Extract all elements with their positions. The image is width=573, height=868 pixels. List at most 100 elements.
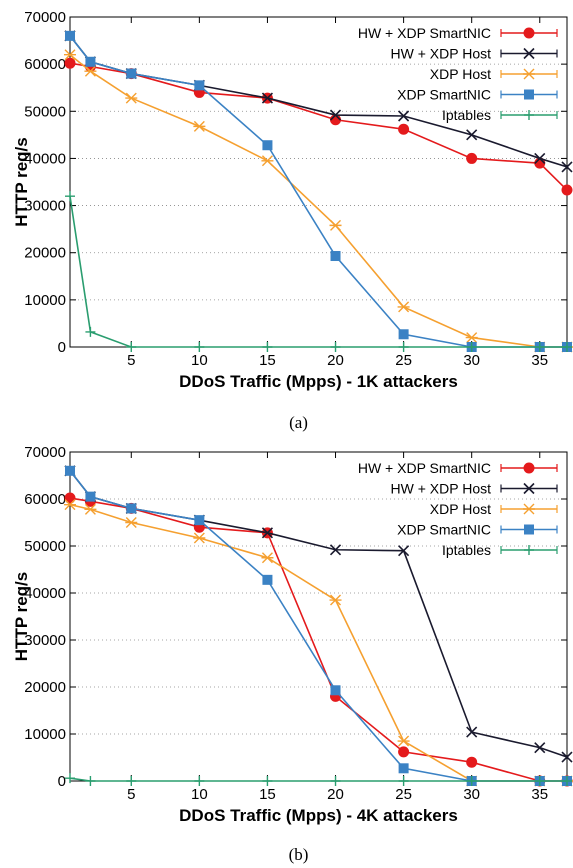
- data-point: [84, 65, 97, 77]
- data-point: [126, 776, 137, 786]
- y-tick-label: 0: [58, 339, 66, 356]
- x-tick-label: 30: [463, 786, 480, 803]
- series-hw-xdp-smartnic: [64, 57, 573, 196]
- series-xdp-host: [64, 49, 573, 353]
- data-point: [65, 191, 75, 202]
- series-line: [69, 470, 567, 782]
- data-point: [261, 527, 274, 539]
- legend-marker: [524, 545, 534, 555]
- x-tick-label: 30: [463, 352, 480, 369]
- x-tick-label: 35: [531, 352, 548, 369]
- data-point: [398, 746, 410, 758]
- data-point: [561, 161, 573, 173]
- data-point: [193, 120, 206, 132]
- data-point: [330, 342, 341, 352]
- data-point: [194, 776, 205, 786]
- series-line: [69, 35, 567, 348]
- data-point: [261, 155, 274, 167]
- legend-marker: [524, 89, 534, 100]
- y-tick-label: 30000: [24, 632, 66, 649]
- legend-marker: [523, 462, 535, 474]
- x-tick-label: 5: [127, 352, 135, 369]
- data-point: [64, 57, 76, 69]
- legend-label: HW + XDP SmartNIC: [358, 25, 491, 41]
- data-point: [262, 140, 273, 151]
- data-point: [398, 342, 409, 352]
- data-point: [65, 773, 75, 784]
- data-point: [64, 499, 76, 511]
- data-point: [194, 515, 205, 526]
- data-point: [397, 301, 410, 313]
- legend-marker: [523, 68, 535, 80]
- series-line: [69, 35, 568, 168]
- legend-label: HW + XDP Host: [391, 46, 492, 62]
- x-tick-label: 10: [191, 352, 208, 369]
- legend-marker: [523, 47, 535, 60]
- data-point: [329, 544, 342, 556]
- plot-frame: [69, 451, 568, 782]
- y-tick-label: 50000: [24, 538, 66, 555]
- data-point: [398, 329, 409, 340]
- data-point: [466, 152, 478, 164]
- data-point: [466, 726, 478, 738]
- data-point: [262, 574, 273, 585]
- data-point: [466, 776, 477, 786]
- y-tick-label: 70000: [24, 444, 66, 461]
- x-tick-label: 25: [395, 786, 412, 803]
- x-tick-label: 20: [327, 786, 344, 803]
- data-point: [561, 751, 573, 763]
- data-point: [562, 776, 572, 786]
- data-point: [126, 503, 137, 514]
- data-point: [85, 491, 96, 502]
- data-point: [193, 532, 206, 544]
- y-tick-label: 50000: [24, 103, 66, 120]
- legend-marker: [523, 503, 535, 515]
- legend-label: HW + XDP Host: [391, 481, 492, 497]
- data-point: [194, 342, 205, 352]
- data-point: [261, 92, 274, 104]
- x-axis-label: DDoS Traffic (Mpps) - 1K attackers: [179, 372, 458, 391]
- legend-label: HW + XDP SmartNIC: [358, 460, 491, 476]
- y-tick-label: 60000: [24, 491, 66, 508]
- x-tick-label: 15: [259, 786, 276, 803]
- data-point: [466, 342, 477, 352]
- series-hw-xdp-smartnic: [64, 492, 573, 787]
- data-point: [561, 184, 573, 196]
- data-point: [534, 742, 546, 754]
- legend-label: Iptables: [442, 542, 491, 558]
- x-tick-label: 5: [127, 786, 135, 803]
- data-point: [262, 776, 273, 786]
- data-point: [466, 129, 478, 141]
- x-tick-label: 10: [191, 786, 208, 803]
- x-tick-label: 20: [327, 352, 344, 369]
- data-point: [534, 776, 545, 786]
- chart-panel-a: 0 10000 20000 30000 40000 50000 60000 70000 5 10 1…: [12, 9, 573, 432]
- data-point: [65, 465, 75, 476]
- data-point: [85, 326, 96, 337]
- series-xdp-host: [64, 499, 573, 787]
- y-tick-label: 40000: [24, 150, 66, 167]
- y-tick-label: 10000: [24, 292, 66, 309]
- data-point: [261, 552, 274, 564]
- x-tick-label: 15: [259, 352, 276, 369]
- legend-marker: [524, 524, 534, 535]
- data-point: [534, 152, 546, 164]
- x-tick-label: 25: [395, 352, 412, 369]
- legend-label: XDP SmartNIC: [397, 522, 491, 538]
- y-tick-label: 20000: [24, 245, 66, 262]
- legend-label: XDP Host: [430, 66, 491, 82]
- data-point: [64, 49, 76, 61]
- data-point: [466, 756, 478, 768]
- panel-caption: (a): [289, 413, 308, 432]
- data-point: [562, 342, 572, 352]
- y-tick-label: 40000: [24, 585, 66, 602]
- series-xdp-smartnic: [65, 30, 572, 352]
- y-tick-label: 30000: [24, 198, 66, 215]
- legend-marker: [524, 110, 534, 120]
- data-point: [398, 763, 409, 774]
- series-line: [69, 62, 568, 191]
- series-line: [69, 54, 567, 348]
- data-point: [465, 332, 478, 344]
- data-point: [398, 545, 410, 557]
